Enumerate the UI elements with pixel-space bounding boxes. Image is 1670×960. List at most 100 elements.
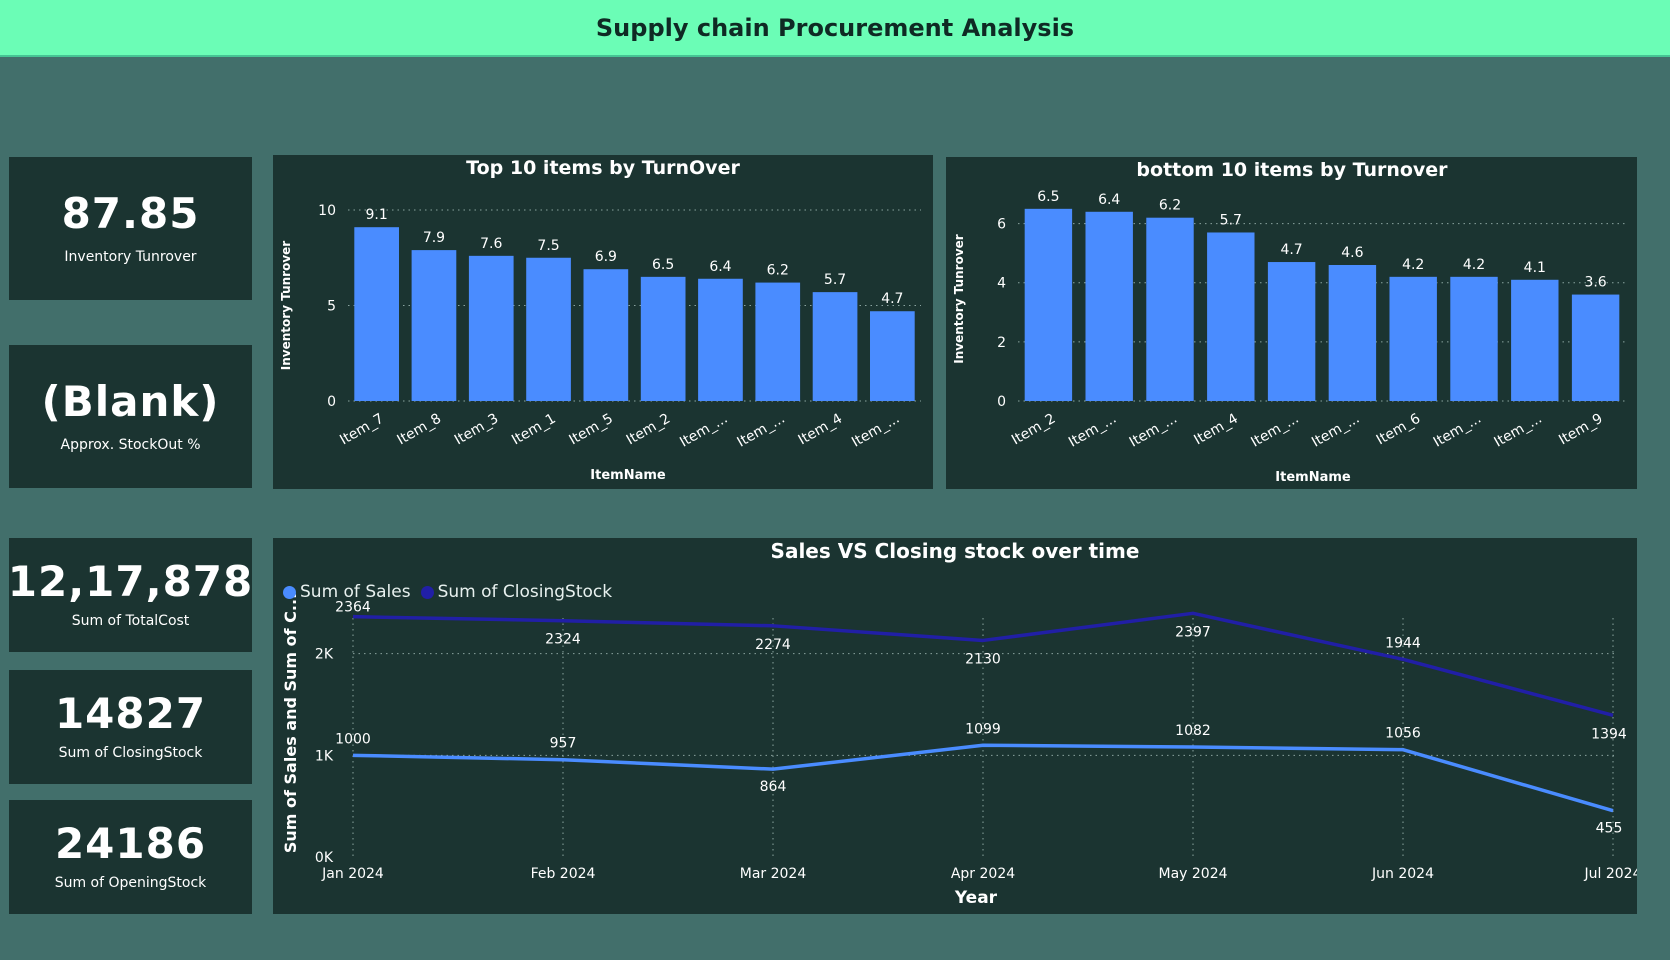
top-items-bar-chart: Top 10 items by TurnOver 0 5 10 9.1 Item_7 7.9… bbox=[279, 157, 921, 483]
data-label: 3.6 bbox=[1584, 275, 1606, 291]
data-label: 4.2 bbox=[1463, 257, 1485, 273]
bar bbox=[1328, 265, 1377, 401]
chart-title: Sales VS Closing stock over time bbox=[771, 539, 1140, 563]
bar bbox=[640, 276, 686, 401]
bar bbox=[1571, 294, 1620, 401]
chart-title: bottom 10 items by Turnover bbox=[1136, 159, 1448, 181]
legend-label: Sum of ClosingStock bbox=[437, 582, 613, 602]
x-tick-label: Item_... bbox=[1492, 411, 1545, 451]
sales-vs-closing-chart-panel[interactable]: Sales VS Closing stock over time 0K 1K 2K Ja… bbox=[273, 538, 1642, 914]
data-label: 2324 bbox=[545, 632, 581, 648]
x-tick-label: Feb 2024 bbox=[531, 866, 596, 882]
kpi-label: Sum of ClosingStock bbox=[58, 745, 203, 761]
kpi-card-closing-stock[interactable]: 14827 Sum of ClosingStock bbox=[9, 670, 252, 784]
x-tick-label: Item_... bbox=[849, 411, 902, 451]
x-axis-label: ItemName bbox=[1275, 470, 1351, 485]
bar bbox=[1267, 262, 1316, 401]
y-tick-label: 2K bbox=[315, 647, 334, 663]
bottom-items-chart-panel[interactable]: bottom 10 items by Turnover 0 2 4 6 6.5 Item_2… bbox=[946, 157, 1637, 489]
y-tick-label: 1K bbox=[315, 748, 334, 764]
kpi-label: Sum of OpeningStock bbox=[54, 875, 207, 891]
data-label: 9.1 bbox=[366, 207, 388, 223]
kpi-value: 12,17,878 bbox=[7, 557, 254, 606]
bar bbox=[468, 255, 514, 401]
kpi-value: (Blank) bbox=[41, 376, 220, 426]
y-tick-label: 5 bbox=[327, 299, 336, 315]
kpi-value: 14827 bbox=[54, 689, 207, 738]
bar bbox=[354, 227, 399, 401]
data-label: 4.7 bbox=[881, 291, 903, 307]
data-label: 6.2 bbox=[1159, 198, 1181, 214]
y-tick-label: 4 bbox=[997, 276, 1006, 292]
data-label: 1944 bbox=[1385, 635, 1421, 651]
bar bbox=[1085, 211, 1133, 401]
x-axis-label: ItemName bbox=[590, 468, 666, 483]
bar bbox=[411, 250, 457, 401]
bar bbox=[1511, 279, 1559, 401]
data-label: 6.4 bbox=[1098, 192, 1120, 208]
data-label: 455 bbox=[1596, 821, 1623, 837]
kpi-card-opening-stock[interactable]: 24186 Sum of OpeningStock bbox=[9, 800, 252, 914]
data-label: 1000 bbox=[335, 731, 371, 747]
y-tick-label: 0K bbox=[315, 850, 334, 866]
data-label: 4.2 bbox=[1402, 257, 1424, 273]
bar bbox=[1450, 276, 1498, 401]
x-tick-label: Item_... bbox=[1127, 411, 1180, 451]
kpi-card-stockout[interactable]: (Blank) Approx. StockOut % bbox=[9, 345, 252, 488]
x-tick-label: Item_2 bbox=[1009, 411, 1058, 449]
legend-item-closing-stock[interactable]: Sum of ClosingStock bbox=[420, 582, 613, 602]
legend-label: Sum of Sales bbox=[300, 582, 411, 602]
data-label: 5.7 bbox=[824, 272, 846, 288]
legend-dot-icon bbox=[420, 585, 434, 599]
y-tick-label: 0 bbox=[997, 394, 1006, 410]
data-label: 4.6 bbox=[1341, 245, 1363, 261]
chart-title: Top 10 items by TurnOver bbox=[466, 157, 740, 179]
data-label: 864 bbox=[760, 779, 787, 795]
chart-legend: Sum of Sales Sum of ClosingStock bbox=[283, 582, 612, 602]
y-axis-label: Inventory Tunrover bbox=[279, 241, 293, 370]
bar bbox=[755, 282, 801, 401]
x-tick-label: Item_... bbox=[735, 411, 788, 451]
bar bbox=[583, 269, 629, 401]
data-label: 4.7 bbox=[1280, 242, 1302, 258]
x-tick-label: Mar 2024 bbox=[740, 866, 807, 882]
x-axis-label: Year bbox=[954, 888, 998, 908]
x-tick-label: Item_9 bbox=[1556, 411, 1605, 449]
data-label: 5.7 bbox=[1220, 212, 1242, 228]
bottom-items-bar-chart: bottom 10 items by Turnover 0 2 4 6 6.5 Item_2… bbox=[952, 159, 1626, 485]
x-tick-label: Item_... bbox=[1431, 411, 1484, 451]
series-line bbox=[352, 611, 1614, 717]
kpi-card-inventory-turnover[interactable]: 87.85 Inventory Tunrover bbox=[9, 157, 252, 300]
kpi-label: Inventory Tunrover bbox=[64, 248, 197, 265]
bar bbox=[526, 257, 571, 401]
data-label: 6.5 bbox=[652, 257, 674, 273]
x-tick-label: Apr 2024 bbox=[951, 866, 1015, 882]
page-title: Supply chain Procurement Analysis bbox=[595, 13, 1075, 42]
y-tick-label: 0 bbox=[327, 394, 336, 410]
data-label: 7.6 bbox=[480, 236, 502, 252]
y-axis-label: Inventory Tunrover bbox=[952, 234, 966, 363]
data-label: 4.1 bbox=[1524, 260, 1546, 276]
x-tick-label: Item_8 bbox=[395, 411, 444, 449]
kpi-card-total-cost[interactable]: 12,17,878 Sum of TotalCost bbox=[7, 538, 254, 652]
x-tick-label: Item_5 bbox=[566, 411, 615, 449]
data-label: 2397 bbox=[1175, 624, 1211, 640]
legend-item-sales[interactable]: Sum of Sales bbox=[283, 582, 411, 602]
legend-dot-icon bbox=[283, 585, 296, 599]
data-label: 2364 bbox=[335, 600, 371, 616]
x-tick-label: Item_... bbox=[1309, 411, 1362, 451]
bar bbox=[1146, 217, 1194, 401]
bar bbox=[1207, 232, 1255, 401]
data-label: 1099 bbox=[965, 721, 1001, 737]
top-items-chart-panel[interactable]: Top 10 items by TurnOver 0 5 10 9.1 Item_7 7.9… bbox=[273, 155, 933, 489]
sales-closing-line-chart: Sales VS Closing stock over time 0K 1K 2K Ja… bbox=[281, 539, 1642, 908]
x-tick-label: Item_3 bbox=[452, 411, 501, 449]
kpi-value: 24186 bbox=[54, 819, 207, 868]
x-tick-label: Item_... bbox=[677, 411, 730, 451]
bar bbox=[1389, 276, 1437, 401]
x-tick-label: Item_6 bbox=[1374, 411, 1423, 449]
x-tick-label: Item_7 bbox=[337, 411, 386, 449]
y-tick-label: 6 bbox=[997, 217, 1006, 233]
dashboard-header: Supply chain Procurement Analysis bbox=[0, 0, 1670, 57]
bar bbox=[870, 311, 915, 401]
